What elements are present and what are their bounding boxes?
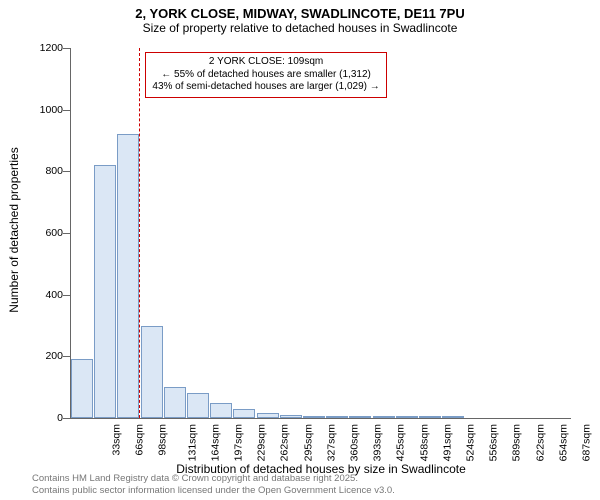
x-tick-label: 295sqm <box>302 424 314 461</box>
histogram-bar <box>164 387 186 418</box>
histogram-bar <box>141 326 163 419</box>
x-tick-label: 458sqm <box>418 424 430 461</box>
annotation-line: ← 55% of detached houses are smaller (1,… <box>152 69 379 82</box>
histogram-bar <box>373 416 395 418</box>
y-axis-label: Number of detached properties <box>7 147 21 312</box>
x-tick-label: 66sqm <box>134 424 146 456</box>
x-tick-label: 197sqm <box>232 424 244 461</box>
y-tick-label: 400 <box>23 289 63 301</box>
y-tick <box>63 356 71 357</box>
chart-title: 2, YORK CLOSE, MIDWAY, SWADLINCOTE, DE11… <box>0 6 600 21</box>
annotation-line: 2 YORK CLOSE: 109sqm <box>152 56 379 69</box>
annotation-line: 43% of semi-detached houses are larger (… <box>152 81 379 94</box>
y-tick-label: 800 <box>23 165 63 177</box>
histogram-bar <box>349 416 371 418</box>
x-tick-label: 687sqm <box>580 424 592 461</box>
x-tick-label: 622sqm <box>534 424 546 461</box>
histogram-bar <box>280 415 302 418</box>
histogram-bar <box>326 416 348 418</box>
histogram-bar <box>94 165 116 418</box>
x-tick-label: 229sqm <box>256 424 268 461</box>
reference-annotation: 2 YORK CLOSE: 109sqm← 55% of detached ho… <box>145 52 386 98</box>
x-tick-label: 556sqm <box>488 424 500 461</box>
x-tick-label: 589sqm <box>511 424 523 461</box>
x-tick-label: 491sqm <box>441 424 453 461</box>
x-tick-label: 393sqm <box>372 424 384 461</box>
histogram-bar <box>257 413 279 418</box>
histogram-bar <box>187 393 209 418</box>
y-tick-label: 1000 <box>23 104 63 116</box>
histogram-bar <box>71 359 93 418</box>
footer-line: Contains public sector information licen… <box>32 485 395 496</box>
x-tick-label: 425sqm <box>395 424 407 461</box>
reference-line <box>139 48 140 418</box>
footer-attribution: Contains HM Land Registry data © Crown c… <box>32 473 395 496</box>
histogram-bar <box>233 409 255 418</box>
x-tick-label: 131sqm <box>186 424 198 461</box>
x-tick-label: 360sqm <box>348 424 360 461</box>
x-tick-label: 33sqm <box>111 424 123 456</box>
y-tick <box>63 48 71 49</box>
x-tick-label: 524sqm <box>464 424 476 461</box>
y-tick-label: 1200 <box>23 42 63 54</box>
histogram-bar <box>117 134 139 418</box>
plot-area: Distribution of detached houses by size … <box>70 48 571 419</box>
y-tick <box>63 418 71 419</box>
histogram-bar <box>396 416 418 418</box>
x-tick-label: 98sqm <box>157 424 169 456</box>
x-tick-label: 654sqm <box>557 424 569 461</box>
y-tick-label: 0 <box>23 412 63 424</box>
y-tick <box>63 110 71 111</box>
chart-title-block: 2, YORK CLOSE, MIDWAY, SWADLINCOTE, DE11… <box>0 0 600 35</box>
y-tick <box>63 295 71 296</box>
chart-subtitle: Size of property relative to detached ho… <box>0 21 600 35</box>
x-tick-label: 262sqm <box>279 424 291 461</box>
x-tick-label: 164sqm <box>209 424 221 461</box>
footer-line: Contains HM Land Registry data © Crown c… <box>32 473 395 484</box>
histogram-bar <box>419 416 441 418</box>
histogram-bar <box>303 416 325 418</box>
histogram-bar <box>210 403 232 418</box>
y-tick <box>63 233 71 234</box>
y-tick <box>63 171 71 172</box>
y-tick-label: 600 <box>23 227 63 239</box>
x-tick-label: 327sqm <box>325 424 337 461</box>
histogram-bar <box>442 416 464 418</box>
y-tick-label: 200 <box>23 350 63 362</box>
